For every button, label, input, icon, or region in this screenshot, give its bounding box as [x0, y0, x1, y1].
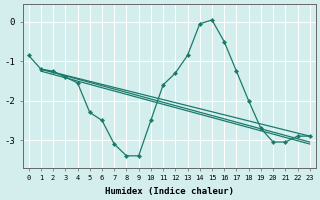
X-axis label: Humidex (Indice chaleur): Humidex (Indice chaleur) — [105, 187, 234, 196]
